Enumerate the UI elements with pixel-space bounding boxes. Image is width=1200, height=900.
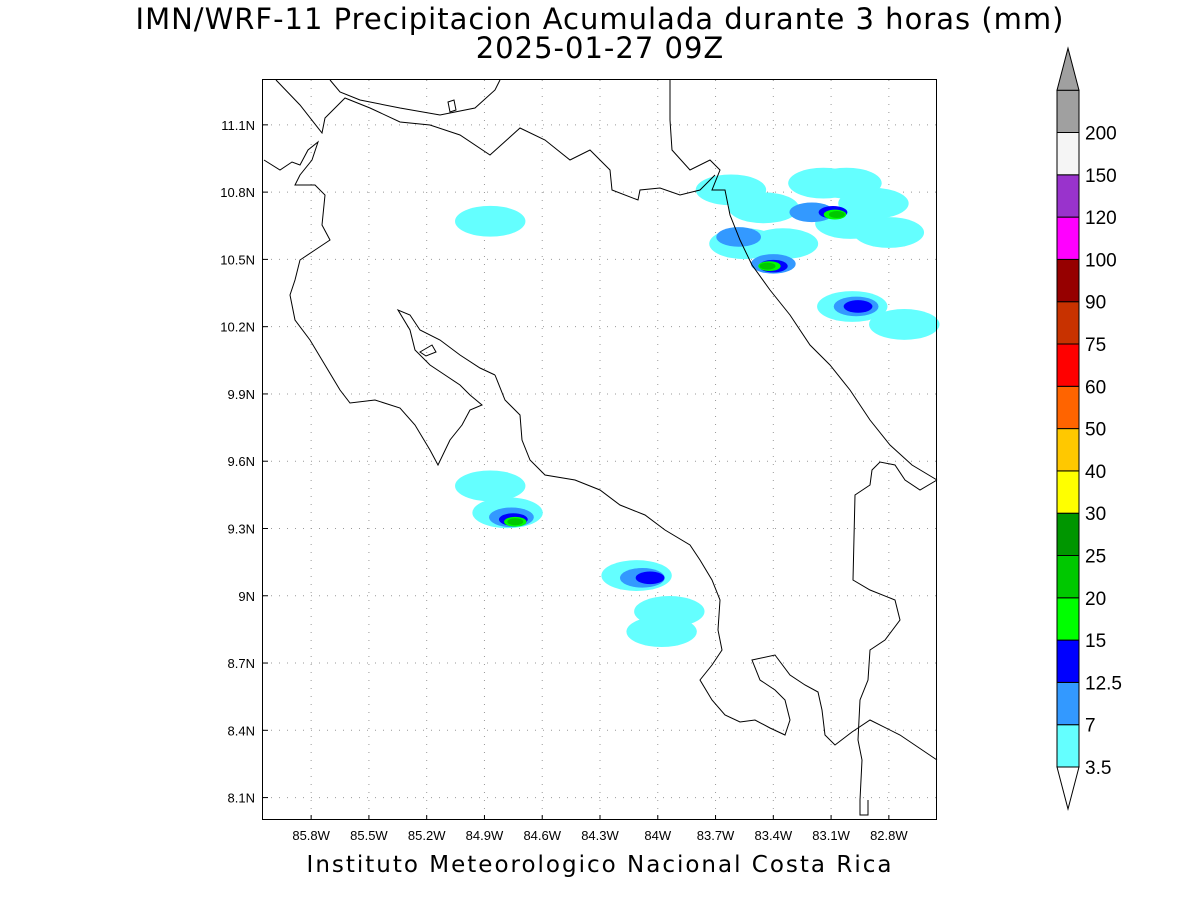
y-tick-label: 9N	[238, 589, 255, 604]
coastlines-and-borders	[263, 79, 938, 816]
legend-swatch	[1056, 89, 1080, 133]
legend-label: 3.5	[1085, 758, 1111, 779]
y-tick-label: 9.9N	[228, 387, 255, 402]
precip-area-20	[828, 211, 845, 219]
legend-label: 150	[1085, 166, 1117, 187]
island-nicoya	[419, 344, 437, 357]
x-tick-label: 83.1W	[812, 828, 850, 843]
legend-label: 90	[1085, 293, 1106, 314]
grid-lines	[263, 80, 937, 820]
x-tick-label: 83.4W	[755, 828, 793, 843]
legend-swatch	[1056, 681, 1080, 726]
precip-area-12_5	[843, 300, 873, 313]
x-axis: 85.8W 85.5W 85.2W 84.9W 84.6W 84.3W 84W 83.7W 83…	[292, 815, 908, 843]
x-tick-label: 85.2W	[408, 828, 446, 843]
panama-border	[852, 461, 938, 816]
pacific-coast-north	[263, 140, 496, 467]
footer-institution: Instituto Meteorologico Nacional Costa R…	[306, 852, 894, 878]
y-tick-label: 8.1N	[228, 791, 255, 806]
precip-area-3_5	[626, 616, 697, 648]
y-tick-label: 10.8N	[220, 185, 255, 200]
precip-area-20	[507, 518, 524, 526]
x-tick-label: 84.6W	[523, 828, 561, 843]
legend-label: 7	[1085, 716, 1096, 737]
legend-swatch	[1056, 470, 1080, 514]
legend-swatch	[1056, 258, 1080, 303]
legend-swatch	[1056, 428, 1080, 472]
legend-label: 60	[1085, 377, 1106, 398]
x-tick-label: 85.5W	[350, 828, 388, 843]
legend-label: 30	[1085, 504, 1106, 525]
x-tick-label: 84W	[644, 828, 671, 843]
precip-area-12_5	[635, 571, 665, 585]
x-tick-label: 85.8W	[292, 828, 330, 843]
legend-label: 75	[1085, 335, 1106, 356]
precip-area-20	[759, 262, 776, 270]
precip-area-3_5	[695, 174, 767, 206]
x-tick-label: 84.3W	[581, 828, 619, 843]
legend-swatch	[1056, 132, 1080, 176]
y-axis: 11.1N 10.8N 10.5N 10.2N 9.9N 9.6N 9.3N 9N 8.7N 8.…	[220, 118, 268, 806]
precip-area-3_5	[455, 470, 526, 502]
precip-area-3_5	[455, 205, 526, 237]
y-tick-label: 9.6N	[228, 454, 255, 469]
y-tick-label: 8.7N	[228, 656, 255, 671]
lake-nicaragua-shore	[329, 79, 501, 116]
legend-label: 50	[1085, 420, 1106, 441]
precip-area-3_5	[853, 217, 925, 248]
legend-arrow-top	[1056, 46, 1080, 91]
legend-swatch	[1056, 385, 1080, 430]
legend-swatch	[1056, 343, 1080, 387]
y-tick-label: 11.1N	[221, 118, 255, 133]
map-title: IMN/WRF-11 Precipitacion Acumulada duran…	[135, 2, 1065, 36]
legend-arrow-bottom	[1056, 766, 1080, 811]
precipitation-areas	[455, 167, 940, 648]
legend-swatch	[1056, 174, 1080, 218]
legend-label: 15	[1085, 631, 1106, 652]
legend-label: 12.5	[1085, 673, 1122, 694]
y-tick-label: 10.2N	[220, 320, 255, 335]
legend-label: 100	[1085, 250, 1117, 271]
legend-swatch	[1056, 639, 1080, 683]
island-north	[447, 99, 457, 113]
legend-label: 25	[1085, 547, 1106, 568]
y-tick-label: 8.4N	[228, 723, 255, 738]
x-tick-label: 84.9W	[466, 828, 504, 843]
map-subtitle-date: 2025-01-27 09Z	[475, 31, 725, 65]
color-legend: 3.5 7 12.5 15 20 25 30 40 50 60 75 90 100 120 150 200	[1056, 46, 1122, 811]
legend-swatch	[1056, 724, 1080, 768]
legend-label: 200	[1085, 124, 1117, 145]
legend-swatch	[1056, 555, 1080, 599]
legend-swatch	[1056, 597, 1080, 641]
y-tick-label: 9.3N	[228, 521, 255, 536]
legend-label: 120	[1085, 208, 1117, 229]
precip-area-3_5	[869, 309, 940, 340]
legend-swatch	[1056, 512, 1080, 557]
caribbean-coast	[669, 80, 938, 481]
legend-swatch	[1056, 216, 1080, 260]
pacific-coast-central	[494, 374, 938, 761]
x-tick-label: 82.8W	[870, 828, 908, 843]
y-tick-label: 10.5N	[220, 252, 255, 267]
legend-label: 20	[1085, 589, 1106, 610]
legend-label: 40	[1085, 462, 1106, 483]
nicaragua-border	[275, 79, 716, 201]
precip-area-7	[789, 202, 835, 223]
legend-swatch	[1056, 301, 1080, 345]
x-tick-label: 83.7W	[697, 828, 735, 843]
